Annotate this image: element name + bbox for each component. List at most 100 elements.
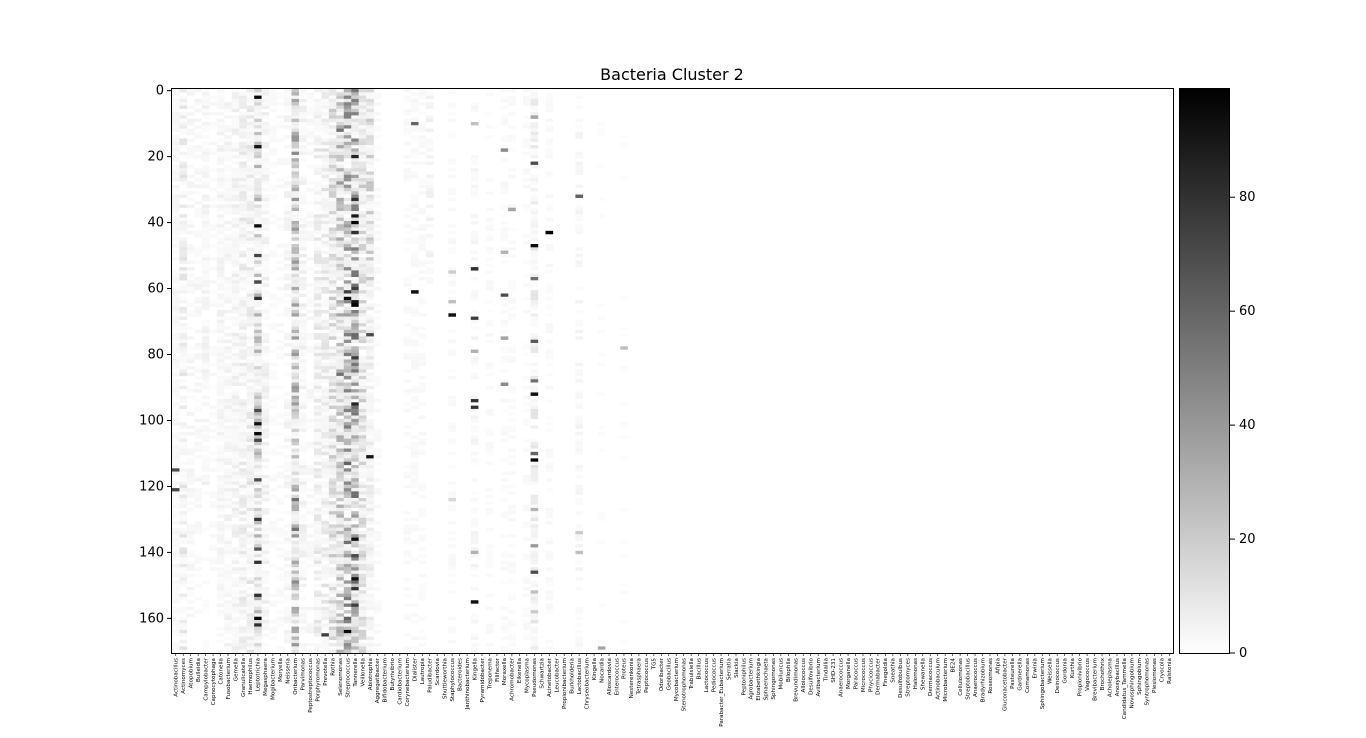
heatmap-cell bbox=[254, 148, 262, 152]
heatmap-cell bbox=[336, 247, 344, 251]
heatmap-cell bbox=[321, 636, 330, 640]
heatmap-cell bbox=[545, 577, 554, 581]
heatmap-cell bbox=[485, 263, 494, 268]
heatmap-cell bbox=[328, 204, 337, 208]
heatmap-cell bbox=[500, 550, 509, 555]
heatmap-cell bbox=[239, 534, 247, 538]
heatmap-cell bbox=[313, 521, 322, 525]
heatmap-cell bbox=[291, 415, 300, 419]
heatmap-cell bbox=[261, 395, 270, 400]
x-tick-label: Actinomyces bbox=[181, 658, 187, 694]
heatmap-cell bbox=[575, 537, 584, 542]
heatmap-cell bbox=[597, 540, 606, 545]
heatmap-cell bbox=[179, 98, 188, 103]
heatmap-cell bbox=[261, 339, 270, 344]
heatmap-cell bbox=[284, 309, 292, 314]
heatmap-cell bbox=[620, 141, 628, 146]
heatmap-cell bbox=[411, 240, 419, 245]
heatmap-cell bbox=[261, 257, 270, 261]
heatmap-cell bbox=[269, 478, 277, 482]
heatmap-cell bbox=[261, 445, 270, 449]
heatmap-cell bbox=[224, 573, 232, 578]
heatmap-cell bbox=[343, 352, 352, 357]
heatmap-cell bbox=[418, 141, 427, 146]
heatmap-cell bbox=[209, 121, 217, 126]
heatmap-cell bbox=[485, 372, 494, 377]
heatmap-cell bbox=[328, 293, 337, 297]
heatmap-cell bbox=[298, 92, 307, 96]
heatmap-cell bbox=[523, 554, 531, 558]
heatmap-cell bbox=[530, 260, 539, 264]
heatmap-cell bbox=[172, 145, 180, 149]
heatmap-cell bbox=[298, 329, 307, 334]
heatmap-cell bbox=[530, 148, 539, 152]
heatmap-cell bbox=[523, 89, 531, 93]
heatmap-cell bbox=[321, 184, 330, 189]
heatmap-cell bbox=[523, 580, 531, 584]
heatmap-cell bbox=[328, 491, 337, 495]
heatmap-cell bbox=[470, 375, 479, 380]
heatmap-cell bbox=[239, 171, 247, 175]
heatmap-cell bbox=[366, 234, 374, 238]
heatmap-cell bbox=[485, 544, 494, 548]
heatmap-cell bbox=[239, 629, 247, 634]
heatmap-cell bbox=[201, 273, 210, 278]
heatmap-cell bbox=[172, 461, 180, 466]
heatmap-cell bbox=[284, 108, 292, 113]
heatmap-cell bbox=[343, 405, 352, 410]
heatmap-cell bbox=[239, 154, 247, 159]
heatmap-cell bbox=[485, 286, 494, 291]
heatmap-cell bbox=[575, 451, 584, 456]
heatmap-cell bbox=[179, 161, 188, 166]
heatmap-cell bbox=[373, 92, 382, 96]
heatmap-cell bbox=[186, 425, 195, 429]
heatmap-cell bbox=[201, 603, 210, 607]
heatmap-cell bbox=[351, 303, 359, 307]
y-tick-label: 80 bbox=[147, 348, 164, 363]
heatmap-cell bbox=[336, 329, 344, 334]
heatmap-cell bbox=[500, 626, 509, 631]
heatmap-cell bbox=[373, 230, 382, 235]
heatmap-cell bbox=[246, 633, 255, 637]
heatmap-cell bbox=[343, 95, 352, 100]
heatmap-cell bbox=[343, 507, 352, 512]
heatmap-cell bbox=[373, 95, 382, 100]
heatmap-cell bbox=[194, 108, 203, 113]
heatmap-cell bbox=[298, 379, 307, 383]
heatmap-cell bbox=[336, 600, 344, 604]
heatmap-cell bbox=[485, 573, 494, 578]
heatmap-cell bbox=[254, 250, 262, 255]
heatmap-cell bbox=[343, 438, 352, 443]
heatmap-cell bbox=[224, 643, 232, 647]
heatmap-cell bbox=[239, 639, 247, 644]
heatmap-cell bbox=[246, 270, 255, 274]
heatmap-cell bbox=[179, 342, 188, 347]
heatmap-cell bbox=[336, 570, 344, 574]
heatmap-cell bbox=[269, 131, 277, 136]
heatmap-cell bbox=[172, 382, 180, 386]
heatmap-cell bbox=[261, 623, 270, 627]
heatmap-cell bbox=[216, 270, 225, 274]
heatmap-cell bbox=[313, 494, 322, 499]
heatmap-cell bbox=[246, 303, 255, 307]
heatmap-cell bbox=[328, 366, 337, 370]
heatmap-cell bbox=[336, 326, 344, 330]
heatmap-cell bbox=[366, 118, 374, 123]
heatmap-cell bbox=[403, 392, 412, 396]
heatmap-cell bbox=[186, 230, 195, 235]
heatmap-cell bbox=[418, 547, 427, 551]
heatmap-cell bbox=[328, 412, 337, 416]
heatmap-cell bbox=[216, 524, 225, 528]
heatmap-cell bbox=[351, 293, 359, 297]
heatmap-cell bbox=[328, 514, 337, 518]
heatmap-cell bbox=[328, 422, 337, 426]
heatmap-cell bbox=[403, 530, 412, 535]
heatmap-cell bbox=[411, 313, 419, 317]
heatmap-cell bbox=[172, 540, 180, 545]
heatmap-cell bbox=[276, 260, 285, 264]
heatmap-cell bbox=[575, 484, 584, 489]
heatmap-cell bbox=[239, 474, 247, 479]
heatmap-cell bbox=[186, 224, 195, 228]
heatmap-cell bbox=[321, 161, 330, 166]
heatmap-cell bbox=[224, 168, 232, 172]
